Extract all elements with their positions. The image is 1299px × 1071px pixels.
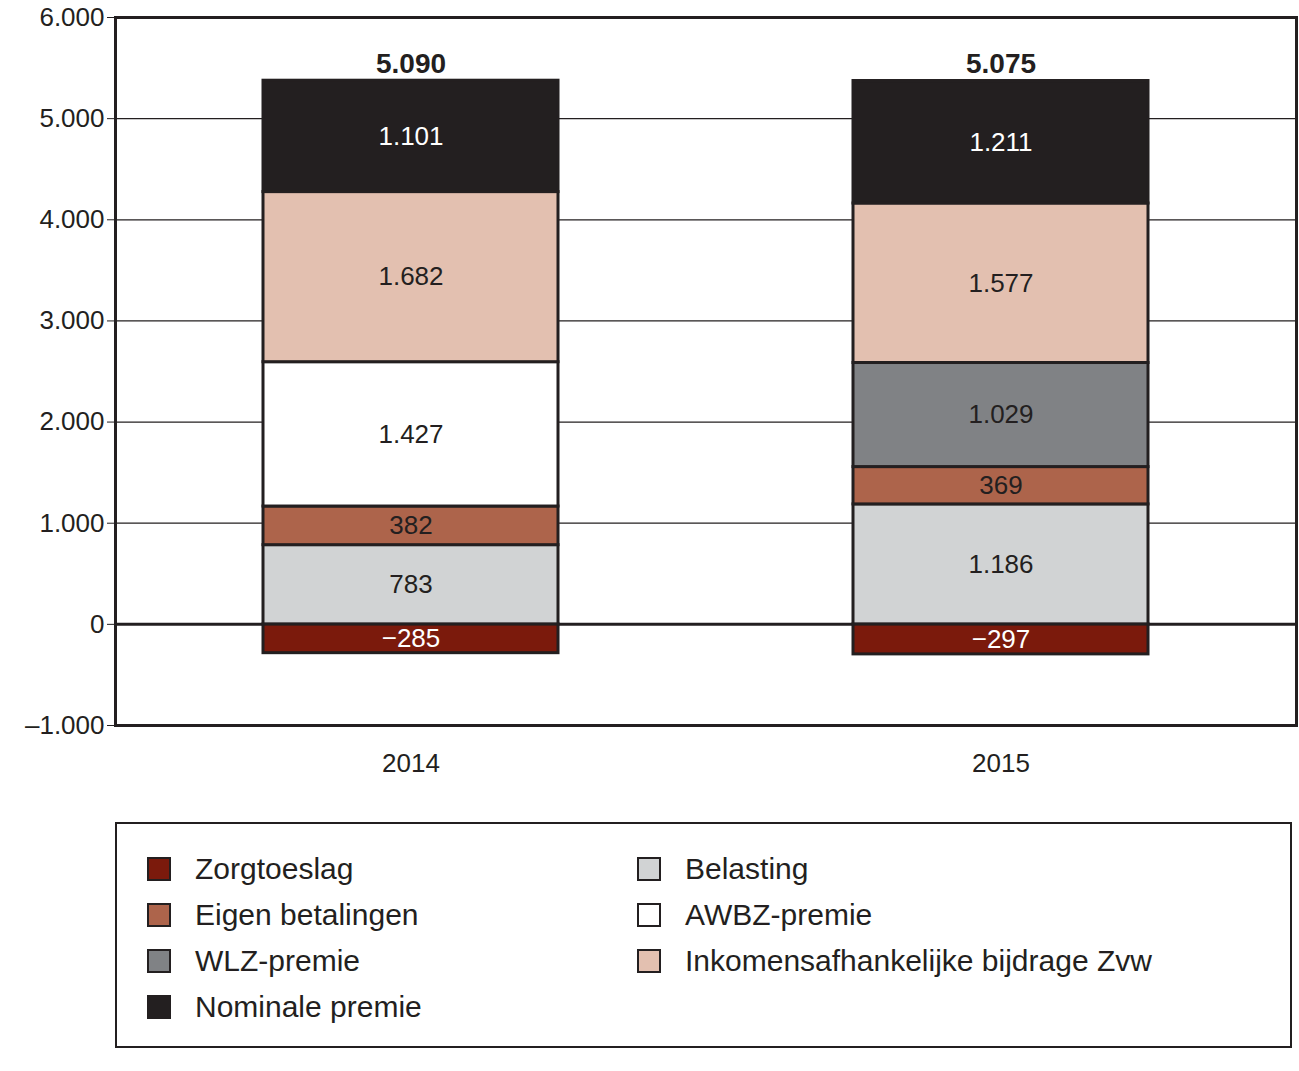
svg-text:3.000: 3.000 [39,305,104,335]
svg-text:1.101: 1.101 [378,121,443,151]
svg-text:−297: −297 [972,624,1031,654]
svg-text:1.211: 1.211 [969,127,1032,157]
svg-text:382: 382 [389,510,432,540]
svg-text:6.000: 6.000 [39,2,104,32]
html-text:AWBZ-premie: AWBZ-premie [685,898,873,931]
svg-text:2015: 2015 [972,748,1030,778]
html-text:Nominale premie: Nominale premie [195,990,422,1023]
svg-text:5.090: 5.090 [376,48,446,79]
svg-text:1.427: 1.427 [378,419,443,449]
svg-text:2014: 2014 [382,748,440,778]
html-text:WLZ-premie: WLZ-premie [195,944,360,977]
svg-text:−285: −285 [382,623,441,653]
svg-text:2.000: 2.000 [39,406,104,436]
svg-text:1.186: 1.186 [968,549,1033,579]
svg-text:4.000: 4.000 [39,204,104,234]
svg-text:1.000: 1.000 [39,508,104,538]
html-text:Inkomensafhankelijke bijdrage: Inkomensafhankelijke bijdrage Zvw [685,944,1152,977]
svg-text:1.577: 1.577 [968,268,1033,298]
svg-text:369: 369 [979,470,1022,500]
svg-text:1.029: 1.029 [968,399,1033,429]
svg-text:5.075: 5.075 [966,48,1036,79]
html-text:Eigen betalingen: Eigen betalingen [195,898,419,931]
svg-text:5.000: 5.000 [39,103,104,133]
svg-text:–1.000: –1.000 [25,710,105,740]
html-text:Zorgtoeslag: Zorgtoeslag [195,852,354,885]
svg-text:783: 783 [389,569,432,599]
html-text:Belasting: Belasting [685,852,809,885]
svg-text:0: 0 [90,609,104,639]
svg-text:1.682: 1.682 [378,261,443,291]
